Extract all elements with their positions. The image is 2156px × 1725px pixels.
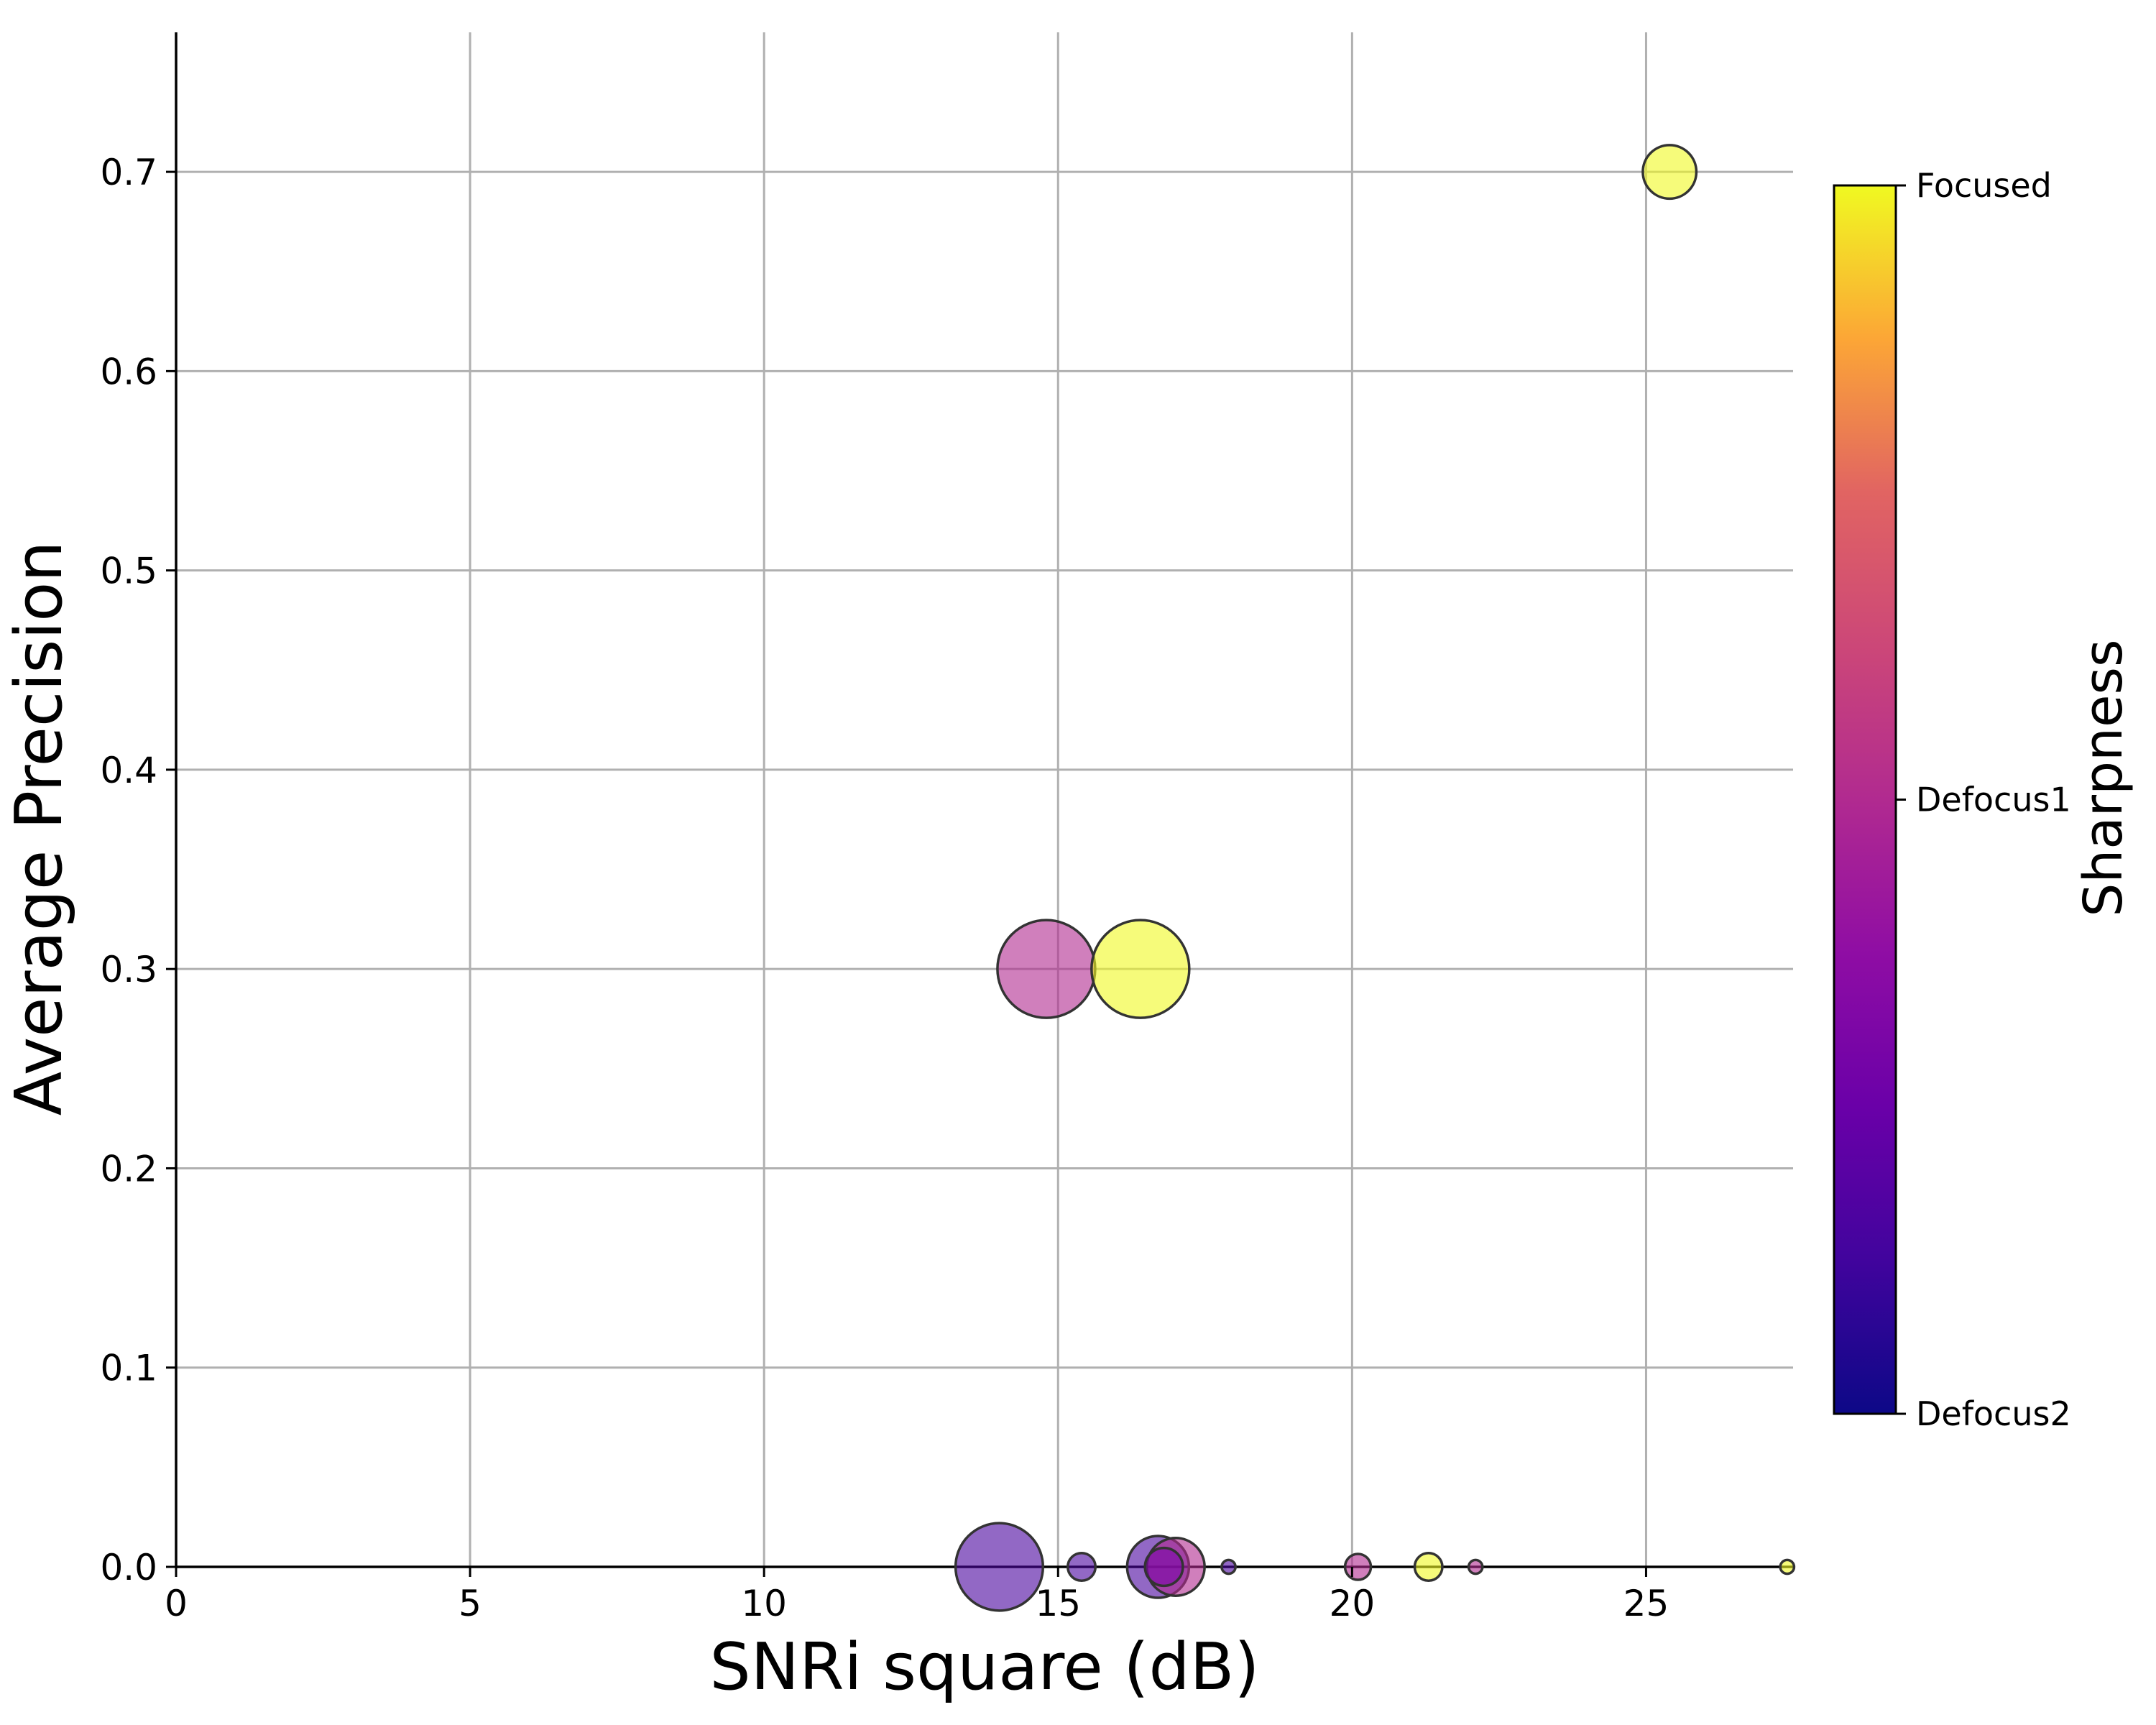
axes: [175, 32, 1793, 1568]
y-tick-label: 0.5: [100, 551, 157, 592]
colorbar-title: Sharpness: [2073, 639, 2134, 916]
scatter-point: [1641, 144, 1698, 201]
scatter-point: [1220, 1558, 1237, 1576]
x-tick-label: 5: [459, 1583, 482, 1624]
y-tick-label: 0.0: [100, 1547, 157, 1588]
scatter-point: [996, 919, 1097, 1019]
scatter-point: [1067, 1552, 1097, 1582]
x-axis-title: SNRi square (dB): [710, 1629, 1260, 1705]
y-tick-label: 0.4: [100, 750, 157, 791]
colorbar: Defocus2 Defocus1 Focused Sharpness: [1833, 166, 2134, 1433]
x-tick-labels: 0 5 10 15 20 25: [165, 1567, 1669, 1624]
x-tick-label: 10: [741, 1583, 787, 1624]
x-tick-label: 25: [1623, 1583, 1669, 1624]
y-tick-label: 0.1: [100, 1348, 157, 1389]
scatter-point: [954, 1522, 1045, 1612]
colorbar-tick-label: Defocus2: [1916, 1394, 2071, 1433]
scatter-point: [1413, 1552, 1444, 1582]
colorbar-tick-label: Defocus1: [1916, 781, 2071, 819]
colorbar-tick-label: Focused: [1916, 166, 2052, 205]
colorbar-gradient: [1833, 184, 1897, 1415]
y-tick-label: 0.7: [100, 152, 157, 193]
data-points: [954, 144, 1796, 1612]
x-tick-label: 20: [1330, 1583, 1376, 1624]
colorbar-ticks: Defocus2 Defocus1 Focused: [1896, 166, 2071, 1433]
y-tick-label: 0.6: [100, 351, 157, 392]
y-tick-labels: 0.0 0.1 0.2 0.3 0.4 0.5 0.6 0.7: [100, 152, 176, 1588]
scatter-point: [1779, 1558, 1796, 1576]
grid-lines: [176, 32, 1793, 1567]
scatter-point: [1090, 919, 1191, 1019]
y-tick-label: 0.3: [100, 949, 157, 990]
y-tick-label: 0.2: [100, 1148, 157, 1190]
scatter-point: [1343, 1552, 1373, 1581]
scatter-point: [1143, 1546, 1184, 1588]
y-axis-title: Average Precision: [1, 541, 77, 1116]
scatter-point: [1467, 1558, 1484, 1576]
x-tick-label: 15: [1035, 1583, 1081, 1624]
x-tick-label: 0: [165, 1583, 188, 1624]
